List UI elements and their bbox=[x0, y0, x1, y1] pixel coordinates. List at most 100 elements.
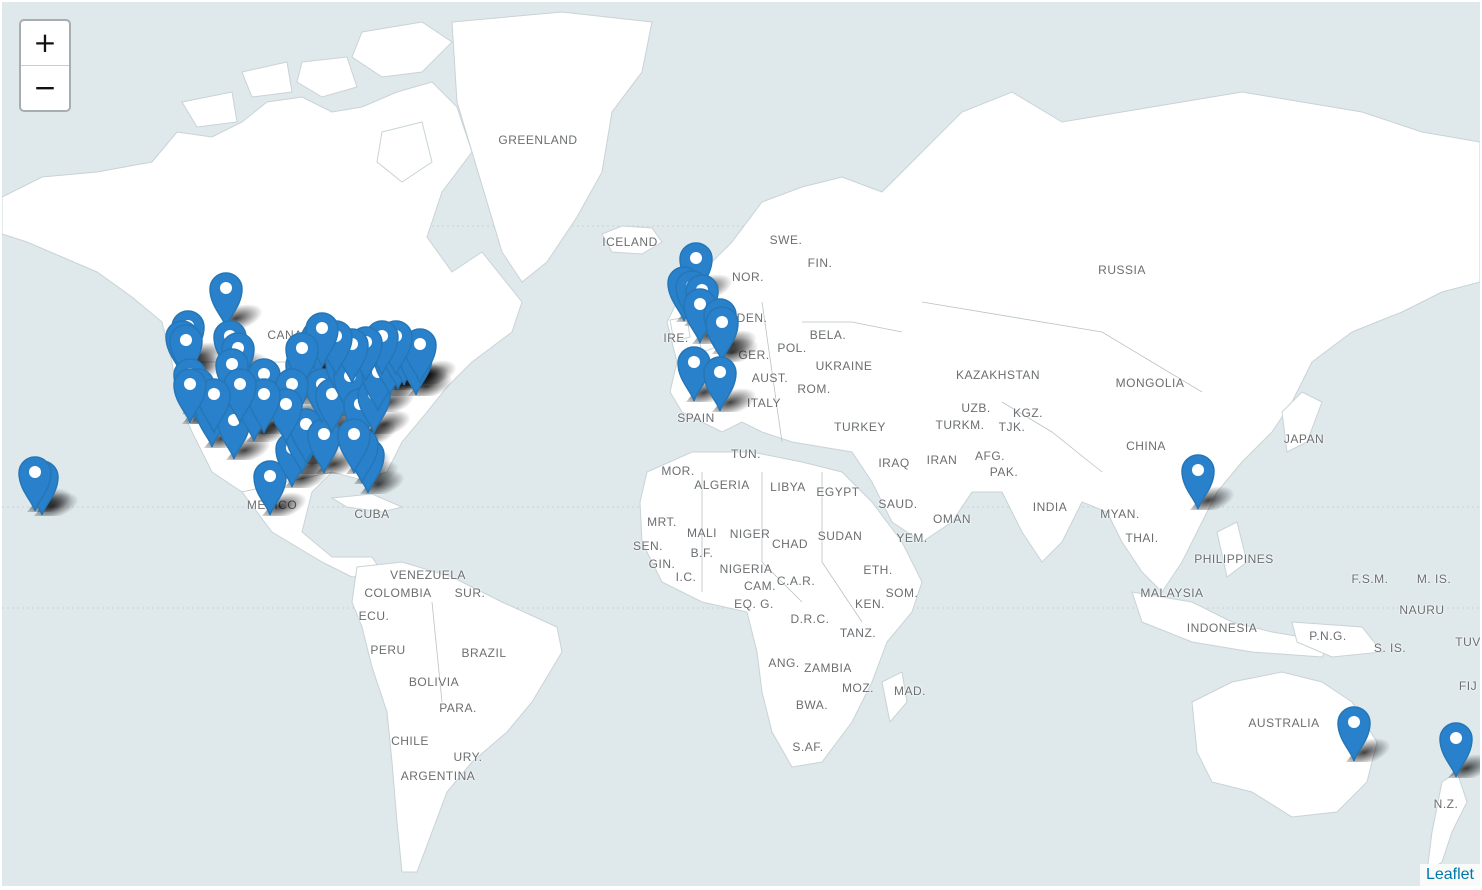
label-nauru: NAURU bbox=[1399, 603, 1445, 617]
label-romania: ROM. bbox=[797, 382, 831, 396]
label-iceland: ICELAND bbox=[602, 235, 658, 249]
land-africa bbox=[639, 451, 923, 768]
label-zambia: ZAMBIA bbox=[804, 661, 852, 675]
label-peru: PERU bbox=[370, 643, 406, 657]
land-greenland bbox=[451, 11, 653, 283]
label-senegal: SEN. bbox=[632, 539, 664, 553]
label-thailand: THAI. bbox=[1125, 531, 1159, 545]
label-turkmenistan: TURKM. bbox=[935, 418, 985, 432]
label-mauritania: MRT. bbox=[647, 515, 677, 529]
label-uruguay: URY. bbox=[453, 750, 483, 764]
label-turkey: TURKEY bbox=[834, 420, 886, 434]
label-greenland: GREENLAND bbox=[498, 133, 578, 147]
label-libya: LIBYA bbox=[770, 480, 806, 494]
map-pin-icon[interactable] bbox=[1180, 452, 1216, 510]
label-chad: CHAD bbox=[771, 537, 809, 551]
label-drc: D.R.C. bbox=[790, 612, 830, 626]
label-ecuador: ECU. bbox=[358, 609, 390, 623]
map-pin-icon[interactable] bbox=[704, 304, 740, 362]
zoom-out-button[interactable]: − bbox=[21, 65, 69, 110]
label-mozambique: MOZ. bbox=[842, 681, 874, 695]
land-south-america bbox=[351, 561, 563, 873]
label-sweden: SWE. bbox=[769, 233, 803, 247]
label-finland: FIN. bbox=[807, 256, 833, 270]
leaflet-link[interactable]: Leaflet bbox=[1425, 866, 1474, 883]
zoom-control: + − bbox=[19, 19, 71, 112]
label-angola: ANG. bbox=[768, 656, 800, 670]
label-china: CHINA bbox=[1126, 439, 1166, 453]
label-bolivia: BOLIVIA bbox=[408, 675, 460, 689]
label-myanmar: MYAN. bbox=[1100, 507, 1140, 521]
label-iran: IRAN bbox=[926, 453, 958, 467]
map-pin-icon[interactable] bbox=[336, 416, 372, 474]
label-philippines: PHILIPPINES bbox=[1194, 552, 1274, 566]
label-tanzania: TANZ. bbox=[839, 626, 877, 640]
label-ethiopia: ETH. bbox=[863, 563, 893, 577]
map-pin-icon[interactable] bbox=[284, 330, 320, 388]
map-pin-icon[interactable] bbox=[196, 376, 232, 434]
label-belarus: BELA. bbox=[809, 328, 847, 342]
label-cuba: CUBA bbox=[354, 507, 390, 521]
label-paraguay: PARA. bbox=[439, 701, 477, 715]
label-car: C.A.R. bbox=[776, 574, 816, 588]
label-niger: NIGER bbox=[729, 527, 771, 541]
label-madagascar: MAD. bbox=[894, 684, 926, 698]
label-nigeria: NIGERIA bbox=[719, 562, 773, 576]
zoom-in-button[interactable]: + bbox=[33, 26, 57, 59]
label-australia: AUSTRALIA bbox=[1248, 716, 1320, 730]
map-pin-icon[interactable] bbox=[172, 366, 208, 424]
label-guinea: GIN. bbox=[648, 557, 676, 571]
label-fsm: F.S.M. bbox=[1351, 572, 1389, 586]
label-venezuela: VENEZUELA bbox=[390, 568, 466, 582]
label-solomon: S. IS. bbox=[1373, 641, 1407, 655]
map-pin-icon[interactable] bbox=[246, 376, 282, 434]
label-saudi: SAUD. bbox=[878, 497, 918, 511]
map-pin-icon[interactable] bbox=[702, 354, 738, 412]
label-indonesia: INDONESIA bbox=[1186, 621, 1258, 635]
map-pin-icon[interactable] bbox=[1336, 704, 1372, 762]
label-algeria: ALGERIA bbox=[694, 478, 750, 492]
label-fiji: FIJ bbox=[1458, 679, 1478, 693]
label-kazakhstan: KAZAKHSTAN bbox=[955, 368, 1041, 382]
label-sudan: SUDAN bbox=[817, 529, 863, 543]
label-south-africa: S.AF. bbox=[792, 740, 824, 754]
label-png: P.N.G. bbox=[1309, 629, 1347, 643]
label-russia: RUSSIA bbox=[1098, 263, 1146, 277]
label-tajikistan: TJK. bbox=[998, 420, 1026, 434]
label-kyrgyzstan: KGZ. bbox=[1012, 406, 1044, 420]
label-kenya: KEN. bbox=[854, 597, 886, 611]
label-poland: POL. bbox=[777, 341, 807, 355]
label-marshall: M. IS. bbox=[1416, 572, 1452, 586]
label-colombia: COLOMBIA bbox=[364, 586, 432, 600]
label-suriname: SUR. bbox=[454, 586, 486, 600]
label-oman: OMAN bbox=[933, 512, 971, 526]
map-pin-icon[interactable] bbox=[252, 458, 288, 516]
label-botswana: BWA. bbox=[795, 698, 829, 712]
label-chile: CHILE bbox=[391, 734, 429, 748]
label-ukraine: UKRAINE bbox=[815, 359, 873, 373]
attribution: Leaflet bbox=[1419, 864, 1480, 886]
label-tuvalu: TUV bbox=[1455, 635, 1480, 649]
label-brazil: BRAZIL bbox=[461, 646, 507, 660]
label-mongolia: MONGOLIA bbox=[1115, 376, 1185, 390]
label-mali: MALI bbox=[686, 526, 718, 540]
label-india: INDIA bbox=[1032, 500, 1068, 514]
label-somalia: SOM. bbox=[885, 586, 919, 600]
label-spain: SPAIN bbox=[677, 411, 715, 425]
map-pin-icon[interactable] bbox=[168, 322, 204, 380]
label-pakistan: PAK. bbox=[989, 465, 1019, 479]
map-pin-icon[interactable] bbox=[17, 454, 53, 512]
label-new-zealand: N.Z. bbox=[1433, 797, 1459, 811]
label-ireland: IRE. bbox=[663, 331, 689, 345]
label-egypt: EGYPT bbox=[816, 485, 860, 499]
label-austria: AUST. bbox=[751, 371, 789, 385]
map-pin-icon[interactable] bbox=[208, 270, 244, 328]
map-pin-icon[interactable] bbox=[1438, 720, 1474, 778]
label-japan: JAPAN bbox=[1283, 432, 1325, 446]
label-yemen: YEM. bbox=[896, 531, 928, 545]
label-burkina: B.F. bbox=[690, 546, 714, 560]
label-norway: NOR. bbox=[732, 270, 764, 284]
label-tunisia: TUN. bbox=[731, 447, 761, 461]
